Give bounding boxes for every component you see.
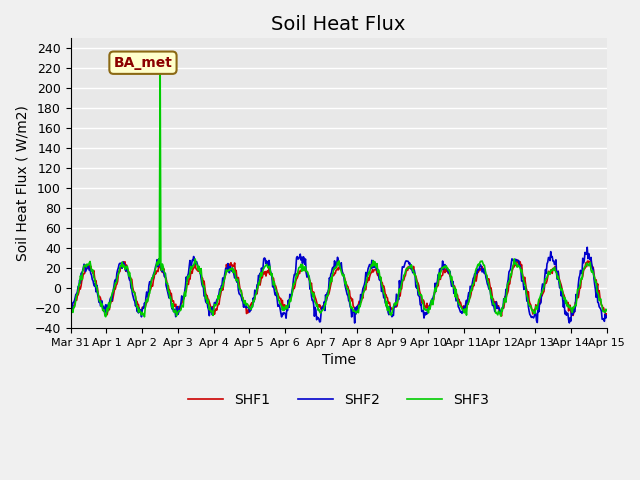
SHF2 — [420, 315, 428, 321]
SHF1 — [186, 276, 194, 282]
SHF1 — [77, 286, 84, 292]
SHF3 — [603, 308, 611, 313]
SHF3 — [188, 266, 195, 272]
SHF3 — [405, 264, 413, 270]
SHF2 — [404, 259, 412, 264]
SHF2 — [351, 320, 358, 326]
SHF3 — [141, 314, 148, 320]
SHF3 — [67, 308, 74, 314]
SHF1 — [214, 301, 222, 307]
Y-axis label: Soil Heat Flux ( W/m2): Soil Heat Flux ( W/m2) — [15, 105, 29, 261]
SHF3 — [421, 306, 429, 312]
SHF1 — [67, 307, 74, 312]
SHF3 — [132, 294, 140, 300]
SHF1 — [419, 297, 427, 303]
SHF1 — [514, 257, 522, 263]
SHF3 — [216, 292, 223, 298]
SHF2 — [77, 280, 84, 286]
SHF1 — [603, 311, 611, 317]
SHF3 — [156, 50, 164, 56]
SHF2 — [584, 244, 591, 250]
SHF2 — [603, 313, 611, 319]
SHF1 — [132, 294, 140, 300]
SHF3 — [77, 273, 84, 279]
Line: SHF2: SHF2 — [70, 247, 607, 323]
SHF1 — [404, 267, 412, 273]
SHF2 — [214, 295, 222, 301]
Line: SHF3: SHF3 — [70, 53, 607, 317]
SHF1 — [498, 313, 506, 319]
SHF2 — [186, 258, 194, 264]
SHF2 — [67, 305, 74, 311]
Text: BA_met: BA_met — [113, 56, 172, 70]
X-axis label: Time: Time — [322, 353, 356, 367]
Title: Soil Heat Flux: Soil Heat Flux — [271, 15, 406, 34]
Legend: SHF1, SHF2, SHF3: SHF1, SHF2, SHF3 — [182, 387, 495, 412]
Line: SHF1: SHF1 — [70, 260, 607, 316]
SHF2 — [132, 303, 140, 309]
